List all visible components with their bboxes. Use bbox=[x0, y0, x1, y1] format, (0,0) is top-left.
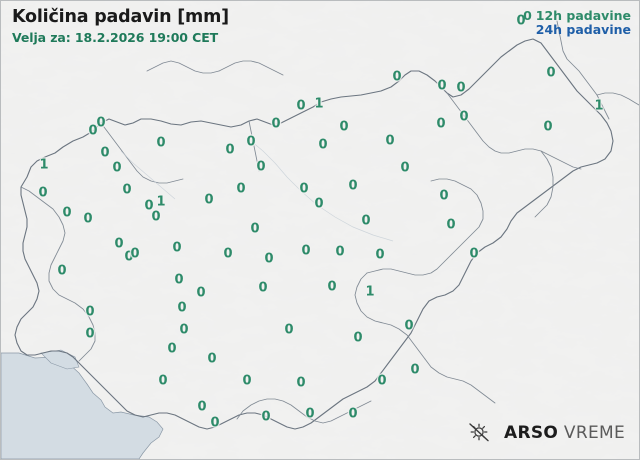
station-value[interactable]: 0 bbox=[256, 159, 266, 175]
station-value[interactable]: 0 bbox=[456, 80, 466, 96]
legend: 0 12h padavine 24h padavine bbox=[523, 9, 631, 37]
slovenia-border bbox=[14, 38, 614, 430]
station-value[interactable]: 1 bbox=[314, 96, 324, 112]
station-value[interactable]: 0 bbox=[469, 246, 479, 262]
station-value[interactable]: 1 bbox=[365, 284, 375, 300]
station-value[interactable]: 0 bbox=[62, 205, 72, 221]
station-value[interactable]: 0 bbox=[261, 409, 271, 425]
station-value[interactable]: 0 bbox=[271, 116, 281, 132]
station-value[interactable]: 0 bbox=[197, 399, 207, 415]
station-value[interactable]: 0 bbox=[156, 135, 166, 151]
station-value[interactable]: 0 bbox=[177, 300, 187, 316]
station-value[interactable]: 0 bbox=[144, 198, 154, 214]
station-value[interactable]: 0 bbox=[385, 133, 395, 149]
station-value[interactable]: 0 bbox=[85, 326, 95, 342]
station-value[interactable]: 0 bbox=[400, 160, 410, 176]
station-value[interactable]: 0 bbox=[210, 415, 220, 431]
rivers bbox=[120, 140, 394, 242]
station-value[interactable]: 0 bbox=[296, 98, 306, 114]
station-value[interactable]: 0 bbox=[83, 211, 93, 227]
station-value[interactable]: 0 bbox=[327, 279, 337, 295]
station-value[interactable]: 0 bbox=[296, 375, 306, 391]
internal-boundaries bbox=[20, 20, 639, 424]
station-value[interactable]: 0 bbox=[85, 304, 95, 320]
brand-name-bold: ARSO bbox=[504, 423, 559, 443]
station-value[interactable]: 0 bbox=[174, 272, 184, 288]
station-value[interactable]: 1 bbox=[39, 157, 49, 173]
station-value[interactable]: 0 bbox=[179, 322, 189, 338]
station-value[interactable]: 0 bbox=[258, 280, 268, 296]
station-value[interactable]: 0 bbox=[361, 213, 371, 229]
legend-sample-value: 0 bbox=[523, 8, 532, 23]
legend-label-12h: 12h padavine bbox=[535, 8, 631, 23]
station-value[interactable]: 0 bbox=[436, 116, 446, 132]
brand-logo: ARSO VREME bbox=[467, 421, 625, 445]
station-value[interactable]: 0 bbox=[172, 240, 182, 256]
station-value[interactable]: 0 bbox=[236, 181, 246, 197]
station-value[interactable]: 0 bbox=[348, 406, 358, 422]
station-value[interactable]: 0 bbox=[130, 246, 140, 262]
station-value[interactable]: 0 bbox=[459, 109, 469, 125]
station-value[interactable]: 0 bbox=[207, 351, 217, 367]
legend-label-24h: 24h padavine bbox=[535, 22, 631, 37]
station-value[interactable]: 0 bbox=[122, 182, 132, 198]
brand-text: ARSO VREME bbox=[504, 423, 625, 443]
valid-time-subtitle: Velja za: 18.2.2026 19:00 CET bbox=[12, 30, 219, 45]
station-value[interactable]: 0 bbox=[301, 243, 311, 259]
station-value[interactable]: 0 bbox=[339, 119, 349, 135]
station-value[interactable]: 0 bbox=[38, 185, 48, 201]
station-value[interactable]: 0 bbox=[196, 285, 206, 301]
station-value[interactable]: 0 bbox=[439, 188, 449, 204]
station-value[interactable]: 0 bbox=[375, 247, 385, 263]
station-value[interactable]: 0 bbox=[204, 192, 214, 208]
station-value[interactable]: 0 bbox=[437, 78, 447, 94]
station-value[interactable]: 0 bbox=[225, 142, 235, 158]
station-value[interactable]: 0 bbox=[410, 362, 420, 378]
station-value[interactable]: 0 bbox=[167, 341, 177, 357]
station-value[interactable]: 0 bbox=[335, 244, 345, 260]
station-value[interactable]: 0 bbox=[158, 373, 168, 389]
station-value[interactable]: 0 bbox=[404, 318, 414, 334]
station-value[interactable]: 0 bbox=[151, 209, 161, 225]
legend-row-12h: 0 12h padavine bbox=[523, 9, 631, 23]
station-value[interactable]: 0 bbox=[299, 181, 309, 197]
station-value[interactable]: 0 bbox=[96, 115, 106, 131]
station-value[interactable]: 0 bbox=[100, 145, 110, 161]
station-value[interactable]: 0 bbox=[392, 69, 402, 85]
station-value[interactable]: 0 bbox=[546, 65, 556, 81]
legend-row-24h: 24h padavine bbox=[523, 23, 631, 37]
station-value[interactable]: 0 bbox=[264, 251, 274, 267]
station-value[interactable]: 0 bbox=[305, 406, 315, 422]
station-value[interactable]: 0 bbox=[242, 373, 252, 389]
station-value[interactable]: 0 bbox=[124, 249, 134, 265]
station-value[interactable]: 0 bbox=[57, 263, 67, 279]
station-value[interactable]: 0 bbox=[353, 330, 363, 346]
station-value[interactable]: 0 bbox=[112, 160, 122, 176]
station-value[interactable]: 0 bbox=[516, 13, 526, 29]
brand-name-light-word: VREME bbox=[563, 423, 625, 443]
sun-obscured-icon bbox=[469, 423, 489, 442]
station-value[interactable]: 0 bbox=[223, 246, 233, 262]
station-value[interactable]: 0 bbox=[284, 322, 294, 338]
station-value[interactable]: 0 bbox=[250, 221, 260, 237]
station-value[interactable]: 0 bbox=[246, 134, 256, 150]
station-value[interactable]: 0 bbox=[318, 137, 328, 153]
station-value[interactable]: 0 bbox=[114, 236, 124, 252]
page-title: Količina padavin [mm] bbox=[12, 7, 229, 27]
station-value[interactable]: 1 bbox=[156, 194, 166, 210]
station-value[interactable]: 0 bbox=[348, 178, 358, 194]
station-value[interactable]: 0 bbox=[88, 123, 98, 139]
station-value[interactable]: 0 bbox=[446, 217, 456, 233]
station-value[interactable]: 0 bbox=[377, 373, 387, 389]
station-value[interactable]: 0 bbox=[314, 196, 324, 212]
station-value[interactable]: 1 bbox=[594, 98, 604, 114]
station-value[interactable]: 0 bbox=[543, 119, 553, 135]
